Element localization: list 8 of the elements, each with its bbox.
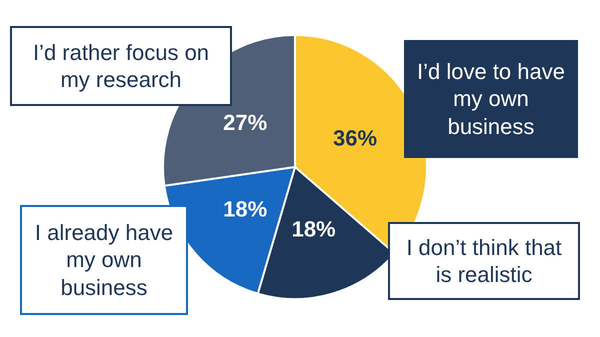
slice-label: I’d love to have my own business <box>404 40 578 158</box>
slice-label: I’d rather focus on my research <box>10 26 232 106</box>
data-label: 18% <box>223 196 268 222</box>
slice-label: I already have my own business <box>20 205 188 315</box>
data-label: 36% <box>333 126 378 151</box>
data-label: 27% <box>223 110 268 135</box>
data-label: 18% <box>292 216 336 242</box>
slice-label: I don’t think that is realistic <box>388 222 580 300</box>
